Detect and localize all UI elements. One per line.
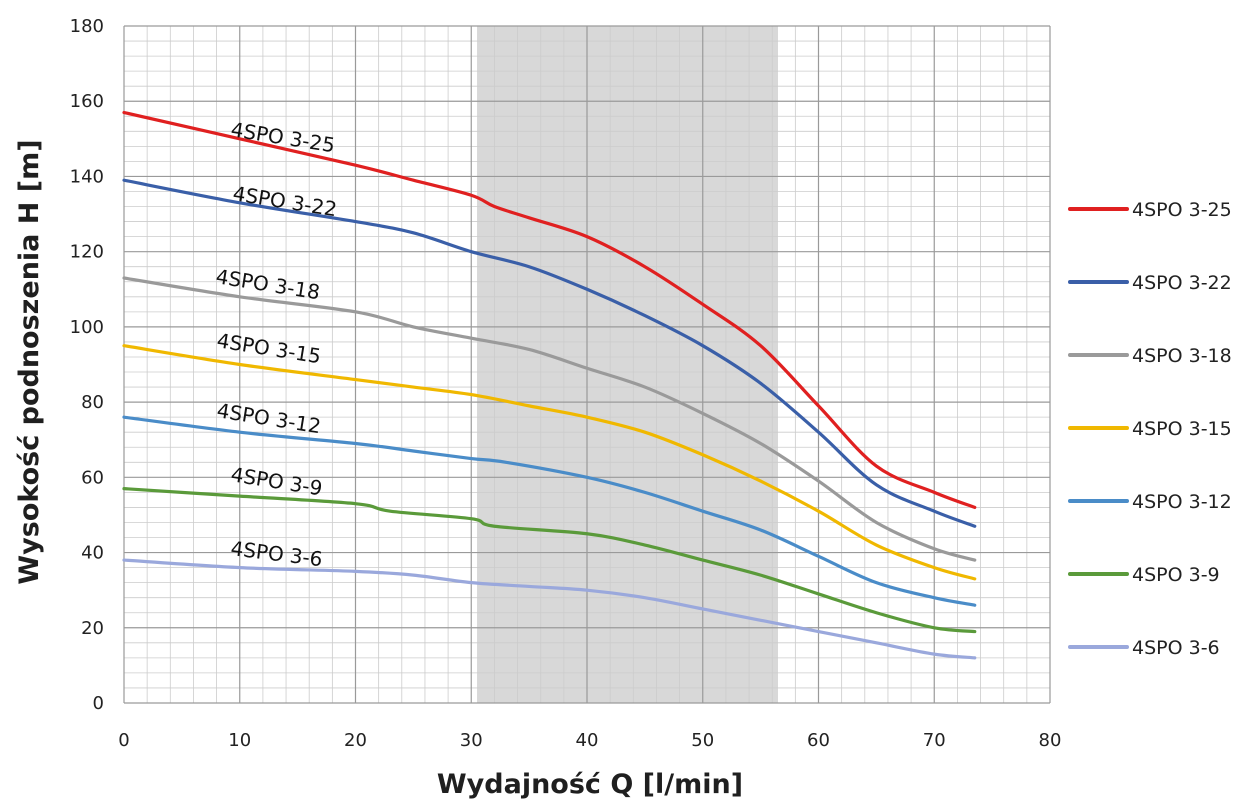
x-tick-label: 40 (576, 730, 599, 751)
x-tick-label: 60 (807, 730, 830, 751)
x-tick-label: 10 (228, 730, 251, 751)
y-tick-label: 160 (70, 91, 104, 112)
series-line-4 (122, 344, 977, 581)
series-line-1 (122, 110, 977, 510)
y-tick-label: 40 (81, 543, 104, 564)
x-axis-ticks: 0 10 20 30 40 50 60 70 80 (118, 730, 1061, 751)
legend-label: 4SPO 3-25 (1132, 199, 1232, 221)
y-tick-label: 100 (70, 317, 104, 338)
x-tick-label: 50 (691, 730, 714, 751)
series-line-3 (122, 276, 977, 562)
y-tick-label: 120 (70, 242, 104, 263)
x-tick-label: 70 (923, 730, 946, 751)
highlight-band (477, 26, 778, 703)
series-line-7 (122, 558, 977, 660)
legend-label: 4SPO 3-6 (1132, 637, 1220, 659)
legend-label: 4SPO 3-15 (1132, 418, 1232, 440)
series-line-2 (122, 178, 977, 528)
y-tick-label: 80 (81, 392, 104, 413)
series-layer (122, 110, 977, 660)
y-axis-title: Wysokość podnoszenia H [m] (14, 139, 45, 584)
x-tick-label: 0 (118, 730, 129, 751)
x-tick-label: 20 (344, 730, 367, 751)
legend: 4SPO 3-25 4SPO 3-22 4SPO 3-18 4SPO 3-15 4SPO… (1068, 199, 1232, 659)
series-line-5 (122, 415, 977, 607)
y-tick-label: 140 (70, 166, 104, 187)
y-tick-label: 180 (70, 16, 104, 37)
y-tick-label: 60 (81, 467, 104, 488)
x-axis-title: Wydajność Q [l/min] (437, 769, 743, 800)
x-tick-label: 80 (1039, 730, 1062, 751)
legend-label: 4SPO 3-9 (1132, 564, 1220, 586)
y-tick-label: 20 (81, 618, 104, 639)
x-tick-label: 30 (460, 730, 483, 751)
y-tick-label: 0 (93, 693, 104, 714)
legend-label: 4SPO 3-22 (1132, 272, 1232, 294)
legend-label: 4SPO 3-18 (1132, 345, 1232, 367)
y-axis-ticks: 0 20 40 60 80 100 120 140 160 180 (70, 16, 104, 714)
series-line-6 (122, 487, 977, 634)
major-grid (123, 25, 1051, 704)
legend-label: 4SPO 3-12 (1132, 491, 1232, 513)
